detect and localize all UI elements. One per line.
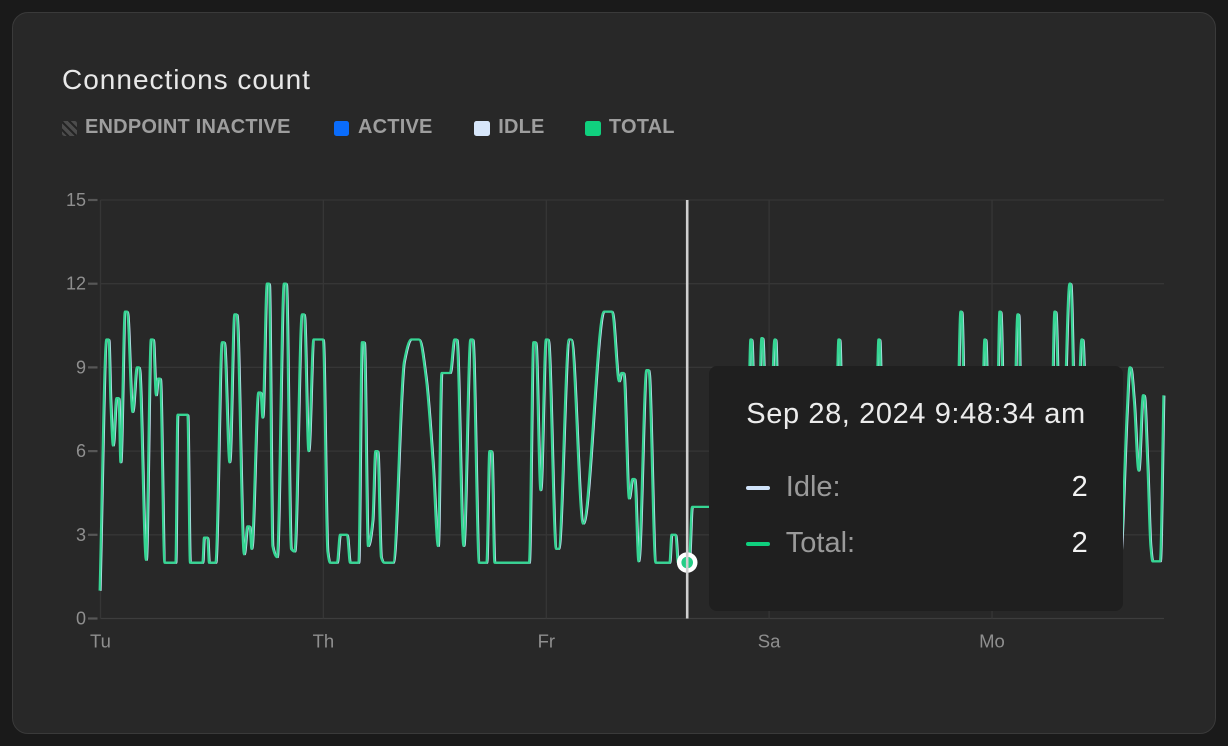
svg-text:15: 15 (66, 190, 86, 210)
svg-text:Tu: Tu (90, 631, 111, 652)
svg-text:Fr: Fr (538, 631, 555, 652)
svg-text:0: 0 (76, 609, 86, 629)
svg-text:Mo: Mo (979, 631, 1005, 652)
svg-text:6: 6 (76, 441, 86, 461)
svg-text:Th: Th (313, 631, 335, 652)
svg-text:3: 3 (76, 525, 86, 545)
svg-text:9: 9 (76, 357, 86, 377)
svg-text:Sa: Sa (758, 631, 781, 652)
svg-text:12: 12 (66, 274, 86, 294)
